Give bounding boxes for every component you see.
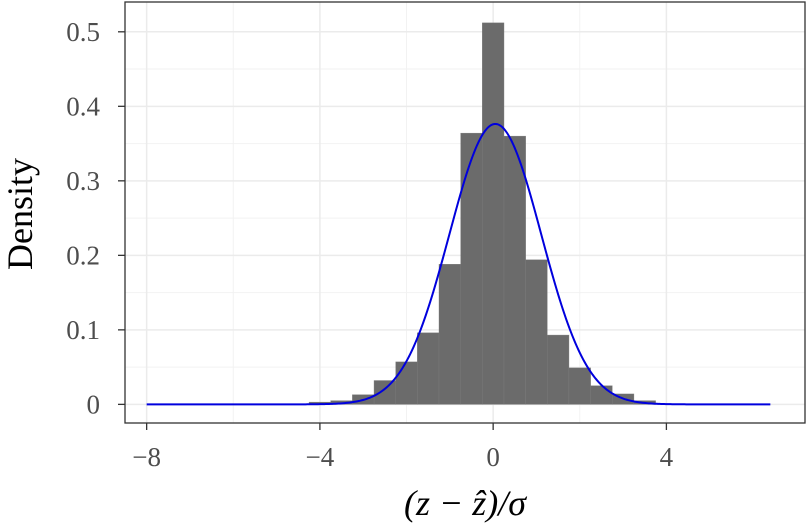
x-tick-label: 4 (660, 442, 674, 472)
histogram-bar (438, 264, 461, 405)
histogram-bar (568, 367, 591, 405)
x-tick-label: −8 (132, 442, 161, 472)
y-tick-label: 0.5 (66, 17, 100, 47)
x-axis-title: (z − ẑ)/σ (404, 483, 527, 523)
histogram-bar (547, 334, 570, 405)
y-tick-label: 0.3 (66, 166, 100, 196)
y-tick-label: 0.4 (66, 91, 100, 121)
histogram-bar (482, 22, 505, 405)
x-tick-label: −4 (306, 442, 335, 472)
panel-border (124, 1, 806, 424)
histogram-bar (590, 385, 613, 405)
histogram-bar (525, 259, 548, 405)
axis-tick-labels: −8 −4 0 4 0 0.1 0.2 0.3 0.4 0.5 (66, 17, 673, 472)
histogram-bar (373, 380, 396, 405)
histogram-bars (308, 22, 656, 405)
histogram-bar (417, 332, 440, 405)
axis-ticks (118, 31, 668, 430)
density-curve-line (146, 122, 771, 406)
y-axis-title: Density (0, 158, 40, 270)
x-tick-label: 0 (486, 442, 500, 472)
y-tick-label: 0.1 (66, 315, 100, 345)
y-tick-label: 0 (87, 389, 101, 419)
histogram-bar (460, 132, 483, 405)
y-tick-label: 0.2 (66, 240, 100, 270)
histogram-bar (503, 135, 526, 405)
histogram-bar (395, 361, 418, 405)
density-curve-group (146, 122, 771, 406)
